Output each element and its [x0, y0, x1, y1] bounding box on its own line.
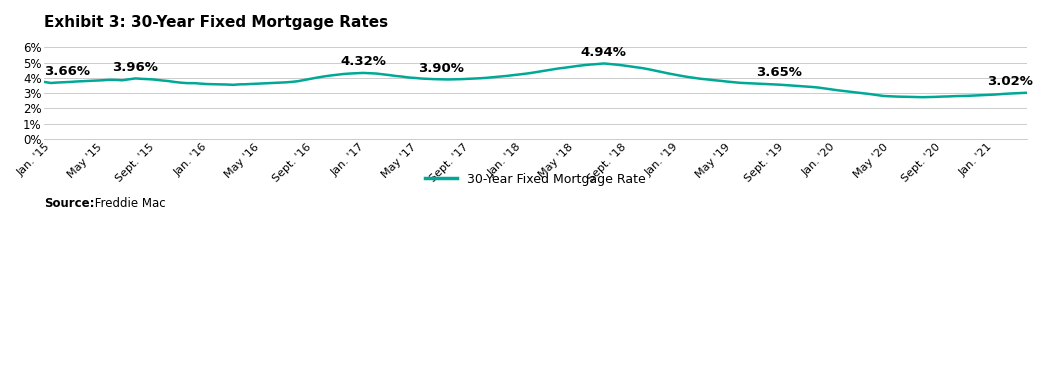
Text: 3.90%: 3.90%: [418, 62, 464, 75]
Text: 3.96%: 3.96%: [112, 61, 158, 74]
Text: 4.32%: 4.32%: [340, 55, 386, 68]
Legend: 30-Year Fixed Mortgage Rate: 30-Year Fixed Mortgage Rate: [421, 168, 650, 191]
Text: 3.66%: 3.66%: [44, 65, 90, 79]
Text: Freddie Mac: Freddie Mac: [91, 197, 166, 210]
Text: 3.65%: 3.65%: [757, 65, 802, 79]
Text: 4.94%: 4.94%: [581, 46, 627, 59]
Text: Exhibit 3: 30-Year Fixed Mortgage Rates: Exhibit 3: 30-Year Fixed Mortgage Rates: [44, 15, 388, 30]
Text: 3.02%: 3.02%: [987, 75, 1033, 88]
Text: Source:: Source:: [44, 197, 95, 210]
